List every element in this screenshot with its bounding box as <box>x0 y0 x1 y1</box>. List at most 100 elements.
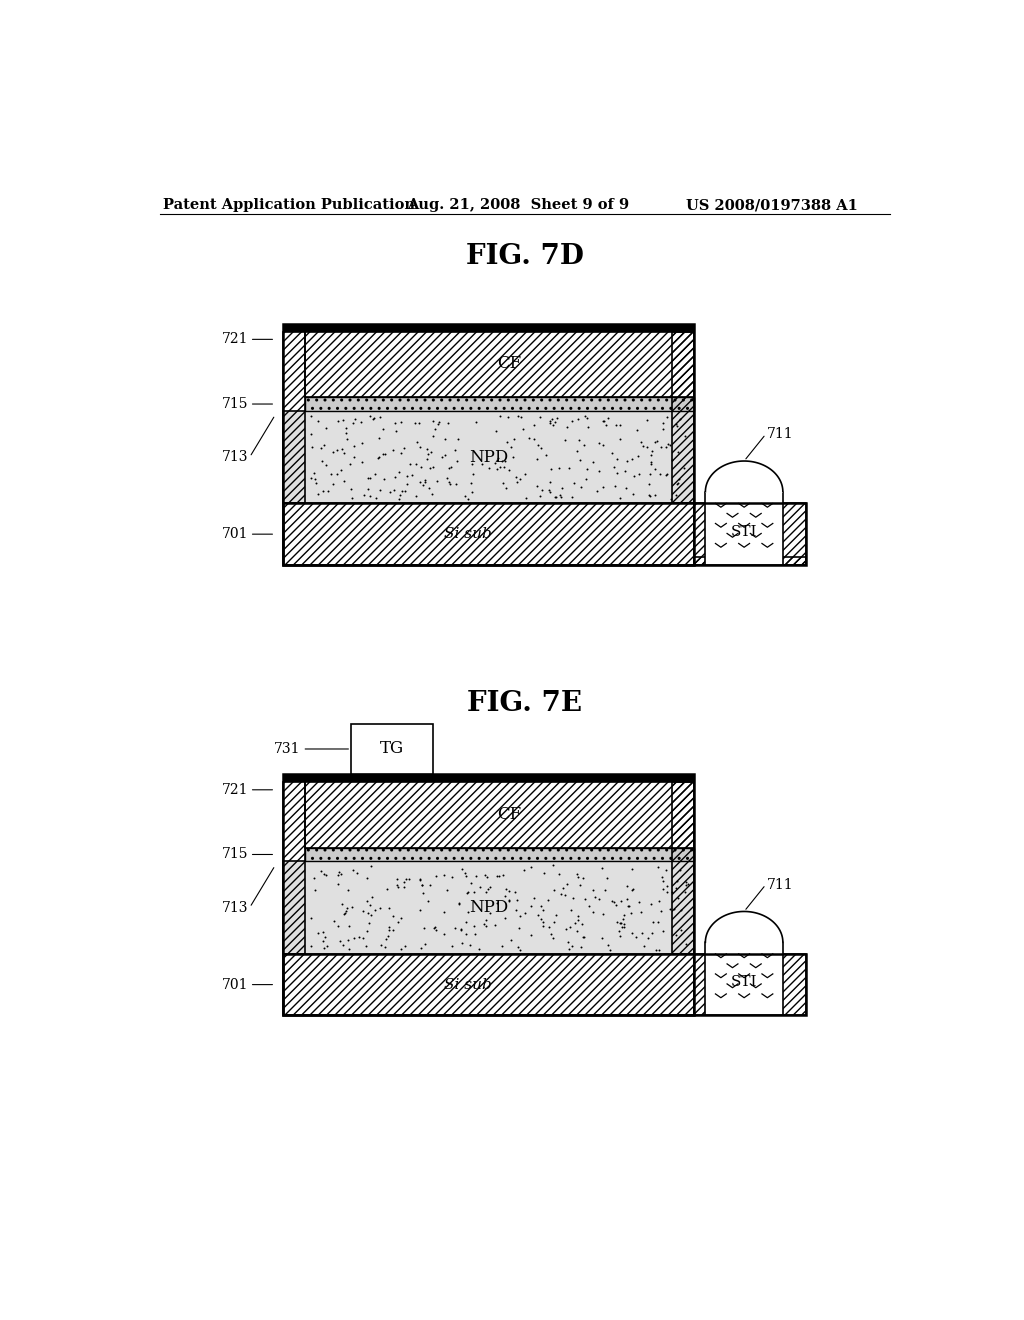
Point <box>553 883 569 904</box>
Text: 701: 701 <box>221 527 248 541</box>
Point <box>634 923 650 944</box>
Point <box>618 875 635 896</box>
Point <box>368 488 384 510</box>
Point <box>561 457 578 478</box>
Text: STI: STI <box>731 525 758 539</box>
Point <box>665 450 681 471</box>
Point <box>653 900 670 921</box>
Point <box>329 463 345 484</box>
Point <box>568 863 585 884</box>
Point <box>575 434 592 455</box>
Bar <box>305 781 693 847</box>
Point <box>585 451 601 473</box>
Point <box>608 449 625 470</box>
Point <box>669 414 685 436</box>
Point <box>425 411 441 432</box>
Point <box>498 907 514 928</box>
Point <box>303 936 319 957</box>
Point <box>367 463 383 484</box>
Bar <box>283 781 305 954</box>
Point <box>567 912 584 933</box>
Point <box>669 474 685 495</box>
Text: Si sub: Si sub <box>444 527 492 541</box>
Point <box>344 859 360 880</box>
Point <box>419 438 435 459</box>
Point <box>595 477 611 498</box>
Point <box>585 902 601 923</box>
Point <box>551 458 567 479</box>
Point <box>306 879 323 900</box>
Point <box>335 935 351 956</box>
Point <box>622 895 638 916</box>
Point <box>646 484 663 506</box>
Point <box>346 928 362 949</box>
Point <box>551 863 567 884</box>
Point <box>559 416 575 437</box>
Point <box>488 865 505 886</box>
Point <box>461 882 477 903</box>
Text: CF: CF <box>497 807 521 822</box>
Point <box>657 465 674 486</box>
Point <box>381 482 397 503</box>
Bar <box>706 492 783 565</box>
Bar <box>283 323 693 331</box>
Bar <box>283 323 693 565</box>
Point <box>414 874 430 895</box>
Point <box>659 433 676 454</box>
Point <box>671 469 687 490</box>
Point <box>641 484 657 506</box>
Point <box>672 859 688 880</box>
Point <box>433 446 450 467</box>
Point <box>612 488 629 510</box>
Point <box>673 900 689 921</box>
Bar <box>283 775 693 1015</box>
Point <box>342 453 358 474</box>
Point <box>366 408 382 429</box>
Point <box>464 482 480 503</box>
Point <box>512 469 528 490</box>
Point <box>642 444 658 465</box>
Point <box>302 424 318 445</box>
Point <box>510 405 526 426</box>
Point <box>577 888 593 909</box>
Point <box>594 858 610 879</box>
Point <box>595 434 611 455</box>
Point <box>466 880 482 902</box>
Point <box>417 471 433 492</box>
Point <box>392 484 409 506</box>
Point <box>548 904 564 925</box>
Point <box>643 923 659 944</box>
Point <box>615 909 632 931</box>
Point <box>312 437 329 458</box>
Point <box>403 465 420 486</box>
Text: 721: 721 <box>221 783 248 797</box>
Bar <box>305 331 693 397</box>
Point <box>625 449 641 470</box>
Point <box>573 937 590 958</box>
Point <box>678 933 694 954</box>
Point <box>471 939 487 960</box>
Point <box>453 920 469 941</box>
Point <box>463 473 479 494</box>
Point <box>315 931 332 952</box>
Point <box>306 462 323 483</box>
Point <box>358 920 375 941</box>
Point <box>678 874 694 895</box>
Point <box>580 416 596 437</box>
Point <box>670 888 686 909</box>
Point <box>528 449 545 470</box>
Point <box>557 884 573 906</box>
Point <box>640 927 656 948</box>
Point <box>680 874 696 895</box>
Point <box>569 909 586 931</box>
Point <box>654 920 671 941</box>
Point <box>316 863 333 884</box>
Point <box>658 875 675 896</box>
Point <box>387 466 403 487</box>
Point <box>560 939 577 960</box>
Point <box>323 463 339 484</box>
Point <box>330 865 346 886</box>
Point <box>436 428 453 449</box>
Point <box>564 486 581 507</box>
Point <box>600 408 616 429</box>
